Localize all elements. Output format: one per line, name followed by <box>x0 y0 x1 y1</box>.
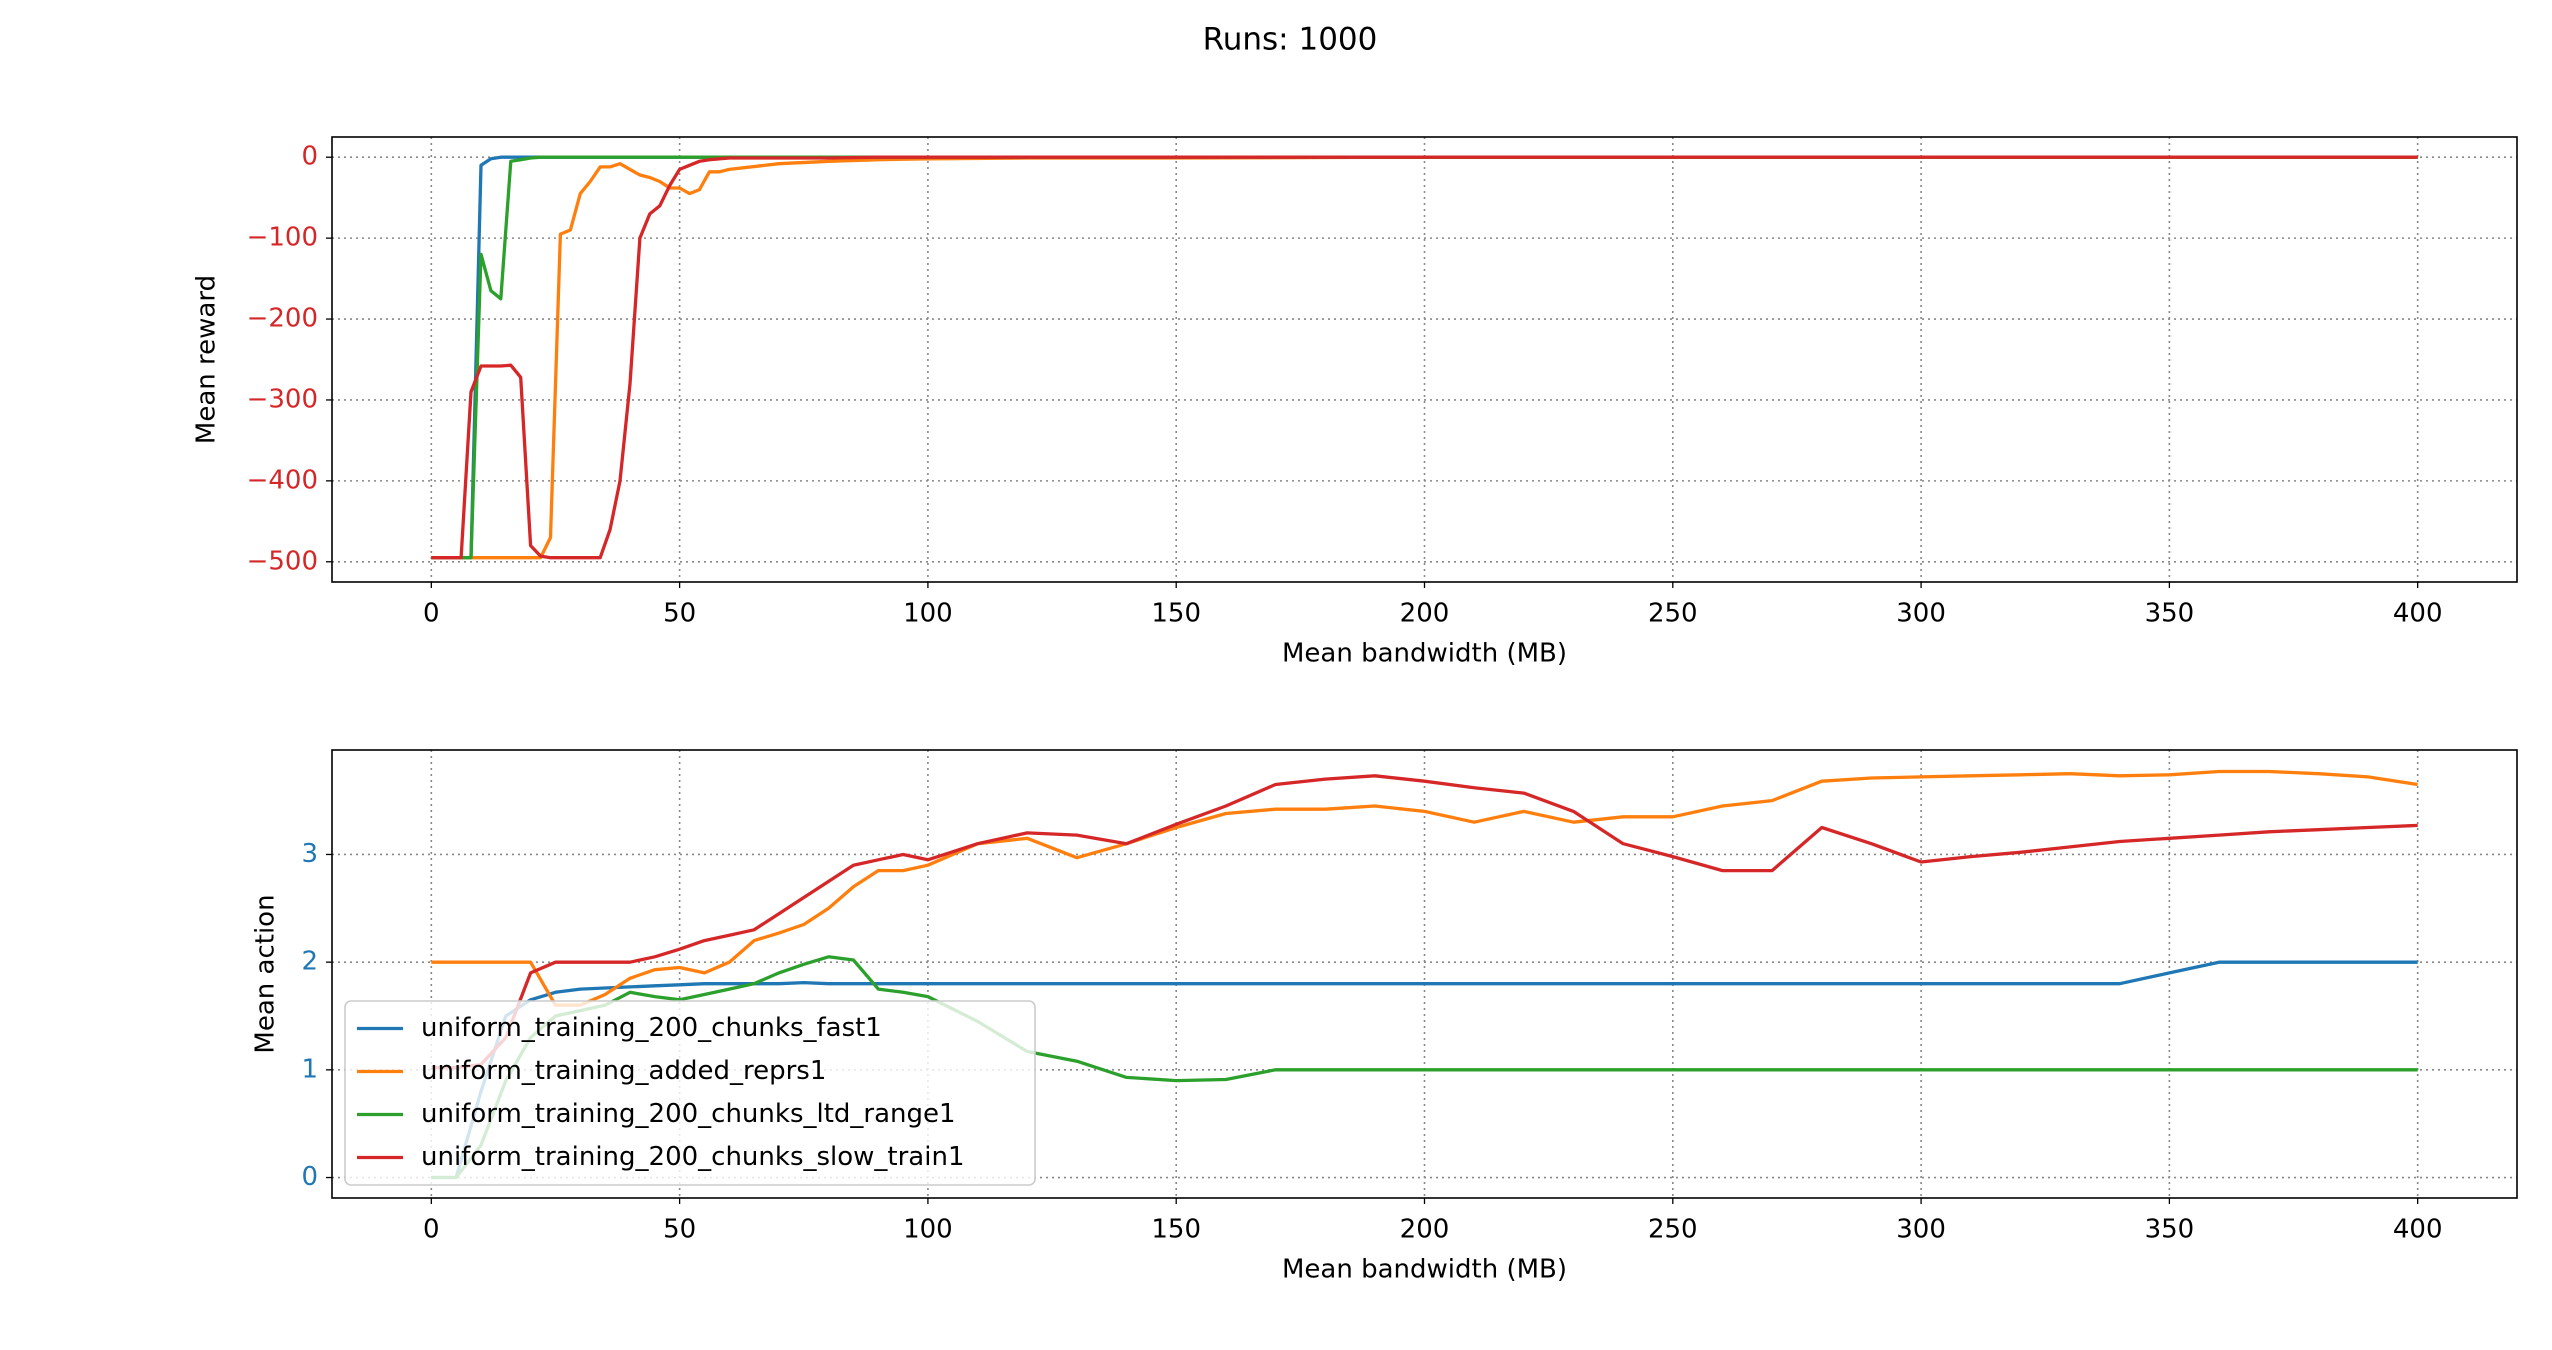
y-tick-label: 1 <box>301 1054 318 1084</box>
line <box>431 769 2418 1007</box>
x-tick-label: 250 <box>1648 1215 1698 1245</box>
y-tick-label: 2 <box>301 947 318 977</box>
axes-frame <box>331 136 2518 583</box>
x-tick-label: 250 <box>1648 599 1698 629</box>
figure-title: Runs: 1000 <box>1203 22 1378 58</box>
legend-label: uniform_training_added_reprs1 <box>421 1056 826 1086</box>
x-tick-label: 350 <box>2145 599 2195 629</box>
y-tick-label: −500 <box>247 546 318 576</box>
x-tick-label: 200 <box>1400 1215 1450 1245</box>
axes-frame <box>331 749 2518 1199</box>
y-tick-label: −100 <box>247 223 318 253</box>
y-tick-label: 0 <box>301 1162 318 1192</box>
line <box>431 955 2418 1180</box>
x-tick-label: 150 <box>1151 599 1201 629</box>
x-tick-label: 150 <box>1151 1215 1201 1245</box>
x-tick-label: 400 <box>2393 1215 2443 1245</box>
x-axis-label: Mean bandwidth (MB) <box>1282 639 1567 669</box>
line <box>431 960 2418 1180</box>
x-tick-label: 0 <box>423 1215 440 1245</box>
x-tick-label: 300 <box>1896 1215 1946 1245</box>
legend-box <box>344 1000 1036 1186</box>
line <box>431 774 2418 1070</box>
y-tick-label: 3 <box>301 839 318 869</box>
line <box>431 155 2418 560</box>
y-axis-label: Mean reward <box>192 275 222 444</box>
x-axis-label: Mean bandwidth (MB) <box>1282 1255 1567 1285</box>
x-tick-label: 100 <box>903 599 953 629</box>
legend-label: uniform_training_200_chunks_ltd_range1 <box>421 1099 956 1129</box>
y-tick-label: 0 <box>301 142 318 172</box>
x-tick-label: 0 <box>423 599 440 629</box>
y-tick-label: −300 <box>247 384 318 414</box>
x-tick-label: 350 <box>2145 1215 2195 1245</box>
x-tick-label: 400 <box>2393 599 2443 629</box>
x-tick-label: 200 <box>1400 599 1450 629</box>
x-tick-label: 50 <box>663 599 696 629</box>
legend-label: uniform_training_200_chunks_fast1 <box>421 1013 882 1043</box>
legend-label: uniform_training_200_chunks_slow_train1 <box>421 1142 965 1172</box>
y-tick-label: −400 <box>247 465 318 495</box>
x-tick-label: 300 <box>1896 599 1946 629</box>
x-tick-label: 100 <box>903 1215 953 1245</box>
x-tick-label: 50 <box>663 1215 696 1245</box>
y-axis-label: Mean action <box>251 894 281 1053</box>
y-tick-label: −200 <box>247 304 318 334</box>
